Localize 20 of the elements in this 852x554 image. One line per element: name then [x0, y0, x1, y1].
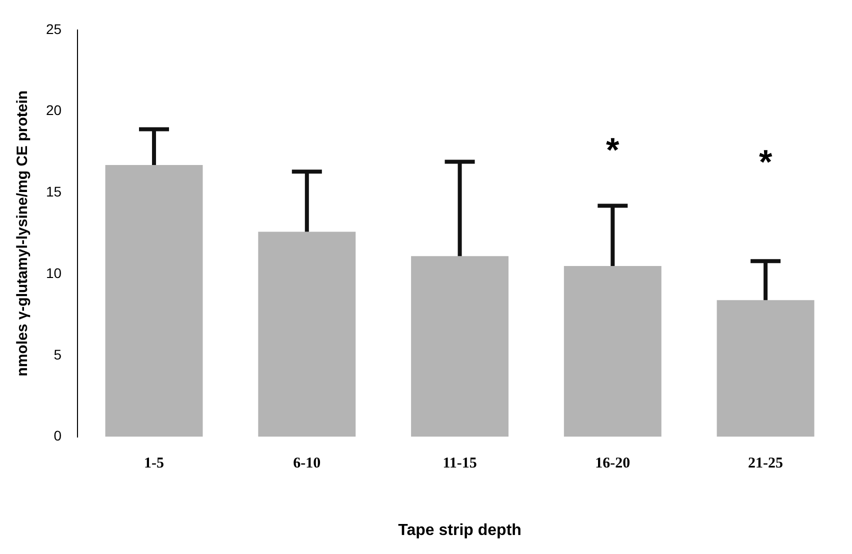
bar: [564, 266, 662, 437]
bar: [258, 232, 356, 437]
y-tick-label: 10: [46, 264, 62, 281]
x-axis-title: Tape strip depth: [398, 522, 522, 539]
bar: [105, 165, 203, 437]
x-tick-label: 21-25: [748, 456, 784, 472]
annotation: *: [606, 131, 620, 170]
y-tick-label: 0: [54, 428, 62, 444]
x-tick-label: 16-20: [595, 456, 630, 472]
y-tick-label: 20: [46, 102, 62, 118]
y-tick-label: 15: [46, 184, 62, 200]
bar: [411, 256, 509, 437]
y-tick-label: 25: [46, 20, 62, 37]
y-axis-title: nmoles γ-glutamyl-lysine/mg CE protein: [14, 90, 32, 376]
bar: [716, 300, 814, 437]
x-tick-label: 6-10: [293, 456, 321, 472]
y-tick-label: 5: [54, 346, 62, 362]
x-tick-label: 1-5: [144, 456, 164, 472]
annotation: *: [758, 144, 773, 182]
x-tick-label: 11-15: [442, 456, 477, 472]
